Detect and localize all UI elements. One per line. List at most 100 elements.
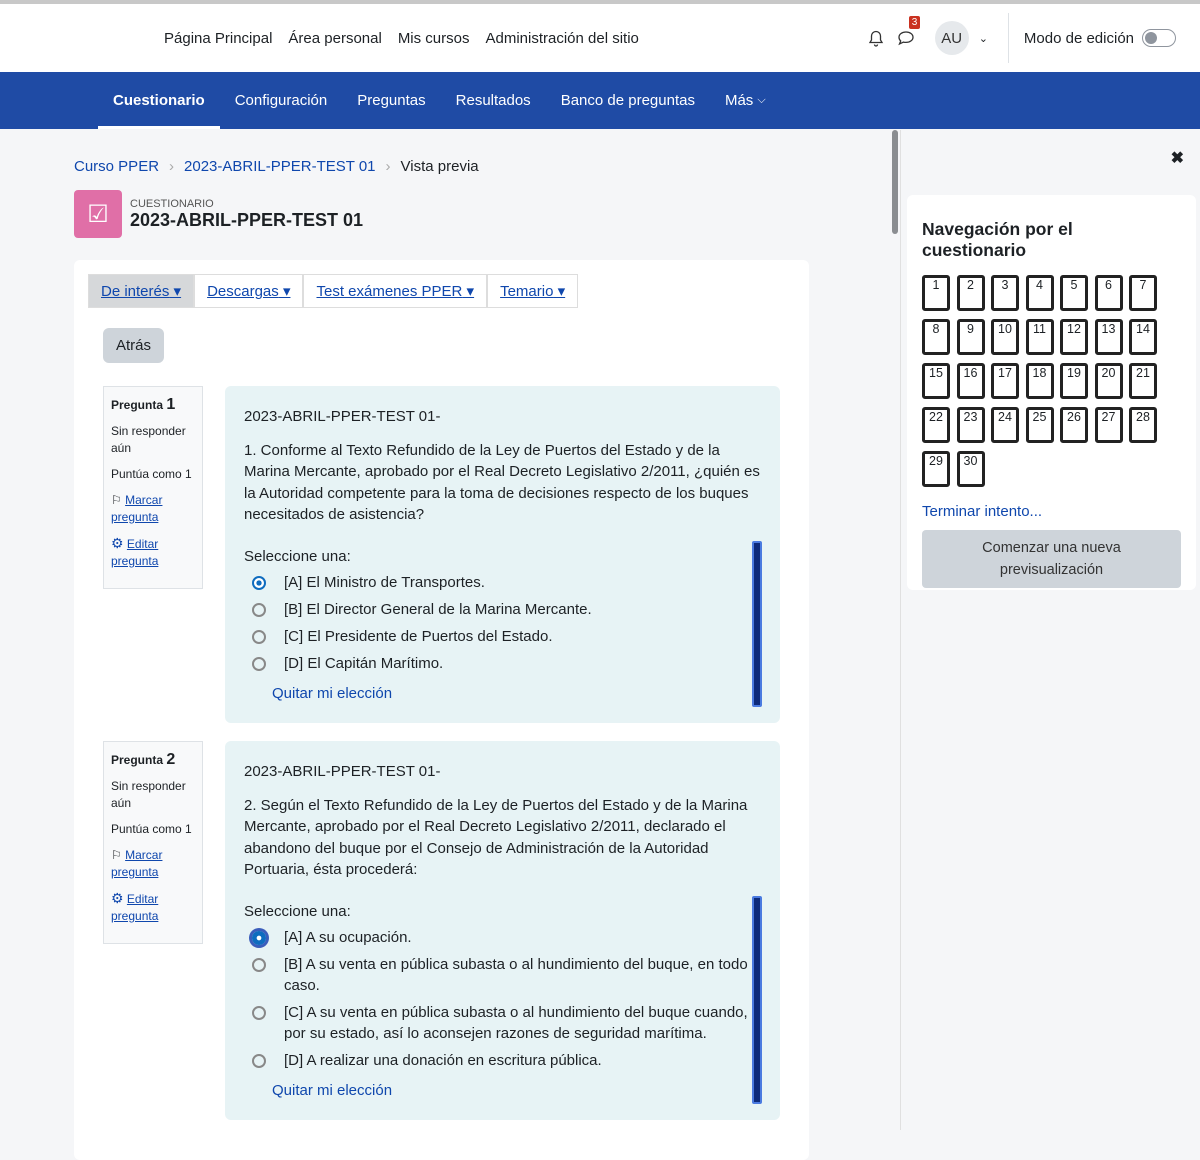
question-status: Sin responder aún xyxy=(111,779,186,810)
nav-site-admin[interactable]: Administración del sitio xyxy=(485,29,639,47)
quiz-nav-question-button[interactable]: 30 xyxy=(956,451,985,487)
notifications-bell-icon[interactable] xyxy=(861,30,891,47)
quiz-nav-question-button[interactable]: 13 xyxy=(1094,319,1123,355)
answer-radio[interactable] xyxy=(252,931,266,945)
tab-question-bank[interactable]: Banco de preguntas xyxy=(560,92,695,109)
answer-option[interactable]: [C] El Presidente de Puertos del Estado. xyxy=(244,623,760,650)
quiz-nav-question-button[interactable]: 15 xyxy=(922,363,950,399)
answer-option[interactable]: [A] El Ministro de Transportes. xyxy=(244,569,760,596)
quiz-nav-question-button[interactable]: 1 xyxy=(922,275,950,311)
quiz-nav-question-button[interactable]: 29 xyxy=(922,451,950,487)
tab-settings[interactable]: Configuración xyxy=(234,92,328,109)
answer-text: [B] El Director General de la Marina Mer… xyxy=(284,601,592,618)
start-new-preview-button[interactable]: Comenzar una nueva previsualización xyxy=(922,530,1181,588)
quiz-nav-question-button[interactable]: 27 xyxy=(1094,407,1123,443)
answer-scrollbar[interactable] xyxy=(752,896,762,1104)
flag-question-link[interactable]: Marcar pregunta xyxy=(111,848,163,879)
answer-option[interactable]: [D] A realizar una donación en escritura… xyxy=(244,1047,760,1074)
quiz-nav-question-button[interactable]: 11 xyxy=(1025,319,1054,355)
nav-my-courses[interactable]: Mis cursos xyxy=(397,29,470,47)
avatar[interactable]: AU xyxy=(934,21,969,55)
menu-temario[interactable]: Temario ▾ xyxy=(487,274,579,308)
quiz-nav-question-button[interactable]: 6 xyxy=(1094,275,1123,311)
edit-question-link[interactable]: Editar pregunta xyxy=(111,892,159,923)
quiz-nav-question-button[interactable]: 19 xyxy=(1060,363,1088,399)
quiz-nav-question-button[interactable]: 8 xyxy=(922,319,950,355)
answer-option[interactable]: [A] A su ocupación. xyxy=(244,924,760,951)
tab-quiz[interactable]: Cuestionario xyxy=(98,72,220,129)
quiz-nav-question-button[interactable]: 2 xyxy=(956,275,985,311)
quiz-nav-question-button[interactable]: 10 xyxy=(991,319,1019,355)
quiz-nav-question-button[interactable]: 5 xyxy=(1060,275,1088,311)
question-text: 1. Conforme al Texto Refundido de la Ley… xyxy=(244,441,760,524)
finish-attempt-link[interactable]: Terminar intento... xyxy=(922,503,1043,520)
tab-more[interactable]: Más ⌵ xyxy=(710,72,781,129)
breadcrumb-course[interactable]: Curso PPER xyxy=(74,158,160,175)
quiz-nav-question-button[interactable]: 28 xyxy=(1129,407,1157,443)
quiz-nav-question-button[interactable]: 9 xyxy=(956,319,985,355)
menu-label: De interés xyxy=(101,283,170,300)
quiz-nav-grid: 1 2 3 4 5 6 7 8 9 10 11 12 13 14 15 16 17 18 19 20 21 22 23 24 2… xyxy=(922,275,1181,487)
answer-option[interactable]: [C] A su venta en pública subasta o al h… xyxy=(244,999,760,1047)
edit-question-link[interactable]: Editar pregunta xyxy=(111,537,159,568)
edit-mode-toggle[interactable] xyxy=(1142,29,1176,47)
answer-radio[interactable] xyxy=(252,630,266,644)
quiz-nav-question-button[interactable]: 24 xyxy=(991,407,1019,443)
nav-dashboard[interactable]: Área personal xyxy=(288,29,382,47)
quiz-nav-question-button[interactable]: 25 xyxy=(1025,407,1054,443)
answer-radio[interactable] xyxy=(252,958,266,972)
question-body: 2023-ABRIL-PPER-TEST 01- 1. Conforme al … xyxy=(225,386,780,723)
quiz-nav-question-button[interactable]: 21 xyxy=(1129,363,1157,399)
answer-option[interactable]: [B] A su venta en pública subasta o al h… xyxy=(244,951,760,999)
select-one-label: Seleccione una: xyxy=(244,902,351,920)
answer-text: [D] El Capitán Marítimo. xyxy=(284,655,444,672)
menu-test-examenes[interactable]: Test exámenes PPER ▾ xyxy=(303,274,488,308)
clear-choice-link[interactable]: Quitar mi elección xyxy=(272,1082,393,1099)
quiz-nav-question-button[interactable]: 3 xyxy=(991,275,1019,311)
gear-icon: ⚙ xyxy=(111,890,124,906)
question-number: 1 xyxy=(166,396,176,413)
breadcrumb: Curso PPER › 2023-ABRIL-PPER-TEST 01 › Vis… xyxy=(74,158,479,175)
quiz-nav-question-button[interactable]: 16 xyxy=(956,363,985,399)
answer-radio[interactable] xyxy=(252,1006,266,1020)
answer-radio[interactable] xyxy=(252,603,266,617)
flag-question-link[interactable]: Marcar pregunta xyxy=(111,493,163,524)
quiz-nav-question-button[interactable]: 22 xyxy=(922,407,950,443)
menu-de-interes[interactable]: De interés ▾ xyxy=(88,274,195,308)
answer-radio[interactable] xyxy=(252,576,266,590)
tab-results[interactable]: Resultados xyxy=(455,92,531,109)
close-icon[interactable]: ✖ xyxy=(1170,150,1184,167)
page-header: ☑ CUESTIONARIO 2023-ABRIL-PPER-TEST 01 xyxy=(74,190,363,238)
quiz-checkbox-icon: ☑ xyxy=(74,190,122,238)
quiz-nav-question-button[interactable]: 7 xyxy=(1129,275,1157,311)
question-body: 2023-ABRIL-PPER-TEST 01- 2. Según el Tex… xyxy=(225,741,780,1120)
answer-scrollbar[interactable] xyxy=(752,541,762,707)
chevron-right-icon: › xyxy=(169,158,175,175)
tab-questions[interactable]: Preguntas xyxy=(357,92,426,109)
quiz-nav-question-button[interactable]: 23 xyxy=(956,407,985,443)
answer-radio[interactable] xyxy=(252,1054,266,1068)
menu-descargas[interactable]: Descargas ▾ xyxy=(194,274,304,308)
messages-chat-icon[interactable]: 3 xyxy=(891,16,921,46)
quiz-nav-question-button[interactable]: 26 xyxy=(1060,407,1088,443)
quiz-nav-question-button[interactable]: 20 xyxy=(1094,363,1123,399)
quiz-nav-question-button[interactable]: 18 xyxy=(1025,363,1054,399)
page-scrollbar[interactable] xyxy=(892,130,898,234)
quiz-nav-question-button[interactable]: 17 xyxy=(991,363,1019,399)
breadcrumb-current: Vista previa xyxy=(400,158,479,175)
quiz-nav-question-button[interactable]: 4 xyxy=(1025,275,1054,311)
answer-option[interactable]: [D] El Capitán Marítimo. xyxy=(244,650,760,677)
menu-label: Test exámenes PPER xyxy=(316,283,463,300)
quiz-nav-question-button[interactable]: 12 xyxy=(1060,319,1088,355)
back-button[interactable]: Atrás xyxy=(103,328,165,363)
main-content-card: De interés ▾ Descargas ▾ Test exámenes P… xyxy=(74,260,809,1160)
nav-home[interactable]: Página Principal xyxy=(164,29,273,47)
tab-more-label: Más xyxy=(724,92,754,109)
breadcrumb-quiz[interactable]: 2023-ABRIL-PPER-TEST 01 xyxy=(184,158,376,175)
answer-radio[interactable] xyxy=(252,657,266,671)
select-one-label: Seleccione una: xyxy=(244,547,351,565)
chevron-down-icon[interactable]: ⌄ xyxy=(978,32,988,45)
answer-option[interactable]: [B] El Director General de la Marina Mer… xyxy=(244,596,760,623)
clear-choice-link[interactable]: Quitar mi elección xyxy=(272,685,393,702)
quiz-nav-question-button[interactable]: 14 xyxy=(1129,319,1157,355)
